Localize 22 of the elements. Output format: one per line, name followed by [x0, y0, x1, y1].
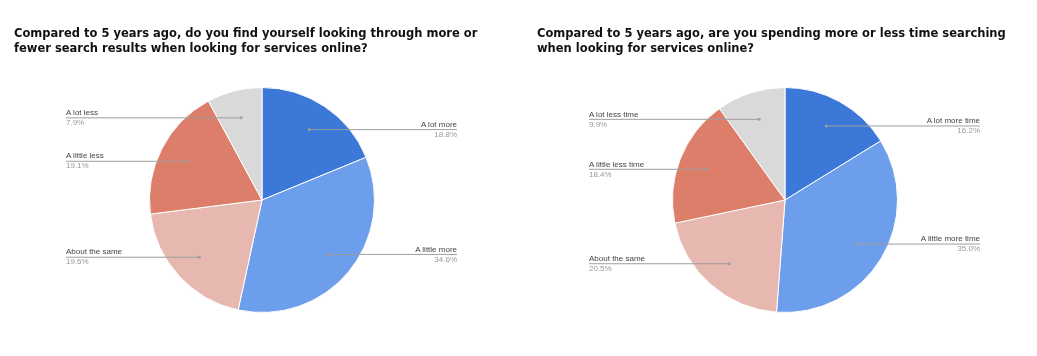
slice-label: A lot more time [926, 116, 981, 126]
slice-label: A lot less time [589, 109, 639, 119]
data-label: 16.2% [957, 126, 980, 136]
slice-label: A lot less [66, 108, 99, 118]
slice-label: A little less time [589, 159, 645, 169]
data-label: 19.6% [66, 257, 89, 267]
data-label: 18.4% [589, 169, 612, 179]
data-label: 20.5% [589, 263, 612, 273]
slice-label: A lot more [420, 119, 458, 129]
data-label: 19.1% [66, 161, 89, 171]
chart-title: Compared to 5 years ago, are you spending more or less time searching when looking for services online? [536, 25, 1007, 57]
slice-label: About the same [66, 247, 123, 257]
data-label: 7.9% [66, 118, 85, 128]
slice-label: A little more time [920, 234, 981, 244]
data-label: 34.6% [434, 254, 457, 264]
slice-label: A little more [415, 244, 458, 254]
data-label: 35.0% [957, 244, 980, 254]
slice-label: About the same [589, 253, 646, 263]
slice-label: A little less [66, 151, 104, 161]
data-label: 18.8% [434, 129, 457, 139]
data-label: 9.9% [589, 119, 608, 129]
chart-title: Compared to 5 years ago, do you find yourself looking through more or fewer search results when looking for services online? [13, 25, 479, 57]
